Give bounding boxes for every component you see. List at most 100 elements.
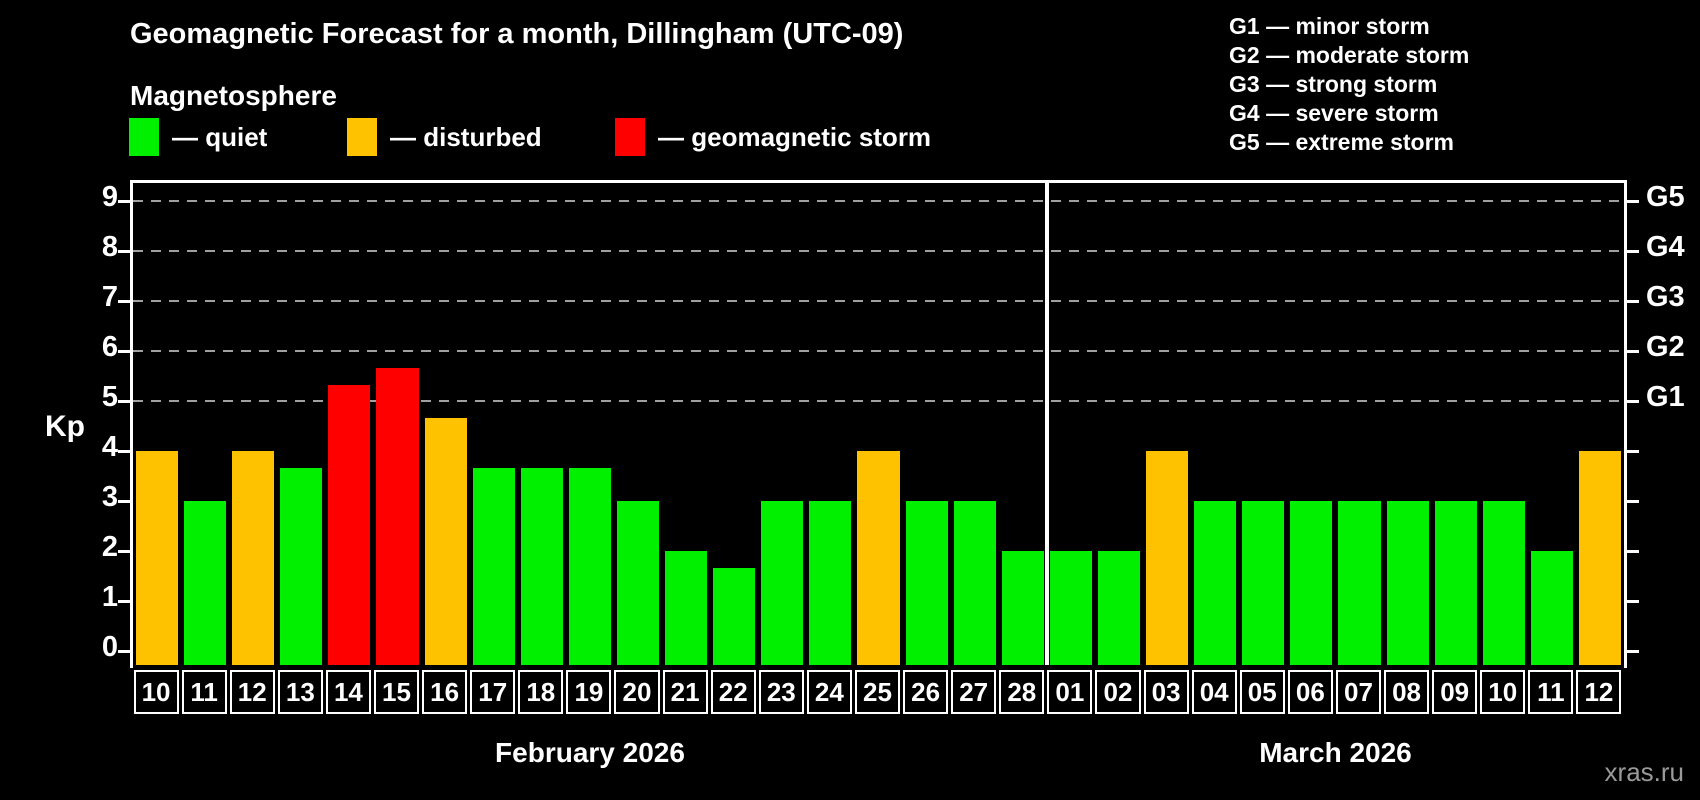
day-cell-february-23: 23 — [758, 670, 804, 714]
left-tick-2 — [118, 549, 130, 553]
kp-tick-label-7: 7 — [101, 281, 118, 313]
kp-bar-march-12 — [1578, 451, 1621, 665]
day-cell-february-22: 22 — [710, 670, 756, 714]
g-level-label-g3: G3 — [1646, 281, 1685, 313]
day-cell-march-07: 07 — [1335, 670, 1381, 714]
kp-bar-february-10 — [136, 451, 179, 665]
left-tick-4 — [118, 449, 130, 453]
gridline-kp-8 — [133, 250, 1624, 252]
g-legend-line-g3: G3 — strong storm — [1229, 71, 1438, 97]
day-cell-february-17: 17 — [470, 670, 516, 714]
g-legend-line-g2: G2 — moderate storm — [1229, 42, 1470, 68]
day-cell-february-21: 21 — [662, 670, 708, 714]
left-tick-9 — [118, 199, 130, 203]
day-cell-february-28: 28 — [999, 670, 1045, 714]
g-level-label-g1: G1 — [1646, 381, 1685, 413]
kp-bar-february-20 — [616, 501, 660, 665]
kp-bar-february-18 — [520, 467, 563, 665]
right-tick-9 — [1627, 199, 1639, 203]
kp-bar-march-09 — [1434, 501, 1477, 665]
day-cell-march-04: 04 — [1191, 670, 1237, 714]
day-cell-march-06: 06 — [1287, 670, 1333, 714]
kp-tick-label-1: 1 — [101, 581, 118, 613]
gridline-kp-6 — [133, 350, 1624, 352]
kp-tick-label-4: 4 — [101, 431, 118, 463]
day-cell-march-09: 09 — [1432, 670, 1478, 714]
g-legend-line-g1: G1 — minor storm — [1229, 13, 1430, 39]
left-tick-6 — [118, 349, 130, 353]
kp-tick-label-5: 5 — [101, 381, 118, 413]
kp-tick-label-0: 0 — [101, 631, 118, 663]
g-legend-line-g4: G4 — severe storm — [1229, 100, 1439, 126]
quiet-color-swatch — [129, 118, 159, 156]
day-cell-february-14: 14 — [325, 670, 371, 714]
day-cell-february-16: 16 — [422, 670, 468, 714]
plot-frame — [130, 180, 1627, 668]
plot-area — [133, 183, 1624, 665]
day-cell-march-11: 11 — [1528, 670, 1574, 714]
right-tick-6 — [1627, 349, 1639, 353]
left-tick-0 — [118, 649, 130, 653]
right-tick-0 — [1627, 649, 1639, 653]
kp-bar-march-11 — [1530, 551, 1573, 665]
right-tick-1 — [1627, 599, 1639, 603]
kp-bar-february-15 — [376, 367, 419, 665]
day-cell-february-11: 11 — [181, 670, 227, 714]
kp-bar-february-21 — [665, 551, 708, 665]
day-cell-march-10: 10 — [1480, 670, 1526, 714]
kp-axis-label: Kp — [45, 410, 85, 443]
left-tick-8 — [118, 249, 130, 253]
g-level-label-g4: G4 — [1646, 231, 1685, 263]
kp-bar-february-22 — [713, 567, 756, 665]
kp-bar-march-08 — [1386, 501, 1429, 665]
kp-bar-february-12 — [232, 451, 275, 665]
day-cell-february-12: 12 — [229, 670, 275, 714]
kp-bar-february-26 — [905, 501, 948, 665]
legend-item-disturbed: — disturbed — [347, 118, 542, 156]
day-cell-march-03: 03 — [1143, 670, 1189, 714]
kp-bar-february-27 — [953, 501, 996, 665]
day-cell-february-18: 18 — [518, 670, 564, 714]
day-cell-march-05: 05 — [1239, 670, 1285, 714]
kp-bar-february-19 — [568, 467, 611, 665]
right-tick-4 — [1627, 449, 1639, 453]
kp-bar-february-14 — [328, 384, 371, 665]
gridline-kp-9 — [133, 200, 1624, 202]
g-legend-line-g5: G5 — extreme storm — [1229, 129, 1454, 155]
magnetosphere-label: Magnetosphere — [130, 80, 337, 111]
kp-bar-march-02 — [1097, 551, 1141, 665]
right-tick-2 — [1627, 549, 1639, 553]
kp-tick-label-6: 6 — [101, 331, 118, 363]
day-axis: 10 11 12 13 14 15 16 17 18 19 20 21 22 23 24 25 26 27 28 01… — [133, 670, 1624, 714]
kp-bar-february-25 — [857, 451, 900, 665]
day-cell-february-13: 13 — [277, 670, 323, 714]
day-cell-february-19: 19 — [566, 670, 612, 714]
kp-bar-march-04 — [1194, 501, 1237, 665]
left-tick-3 — [118, 499, 130, 503]
kp-bar-february-24 — [809, 501, 852, 665]
gridline-kp-5 — [133, 400, 1624, 402]
day-cell-february-20: 20 — [614, 670, 660, 714]
day-cell-february-10: 10 — [133, 670, 179, 714]
storm-color-swatch — [615, 118, 645, 156]
legend-label-storm: — geomagnetic storm — [658, 121, 932, 152]
right-tick-3 — [1627, 499, 1639, 503]
gridline-kp-7 — [133, 300, 1624, 302]
g-level-label-g5: G5 — [1646, 181, 1685, 213]
day-cell-march-12: 12 — [1576, 670, 1622, 714]
day-cell-february-27: 27 — [951, 670, 997, 714]
day-cell-february-24: 24 — [806, 670, 852, 714]
disturbed-color-swatch — [347, 118, 377, 156]
kp-bar-march-07 — [1338, 501, 1381, 665]
kp-bar-february-23 — [761, 501, 804, 665]
kp-bar-february-17 — [472, 467, 515, 665]
day-cell-february-15: 15 — [373, 670, 420, 714]
watermark: xras.ru — [1604, 757, 1684, 787]
month-label-february: February 2026 — [495, 737, 685, 768]
kp-tick-label-9: 9 — [101, 181, 118, 213]
kp-bar-march-05 — [1242, 501, 1285, 665]
kp-bar-march-10 — [1482, 501, 1525, 665]
kp-bar-february-11 — [184, 501, 227, 665]
day-cell-march-02: 02 — [1095, 670, 1141, 714]
